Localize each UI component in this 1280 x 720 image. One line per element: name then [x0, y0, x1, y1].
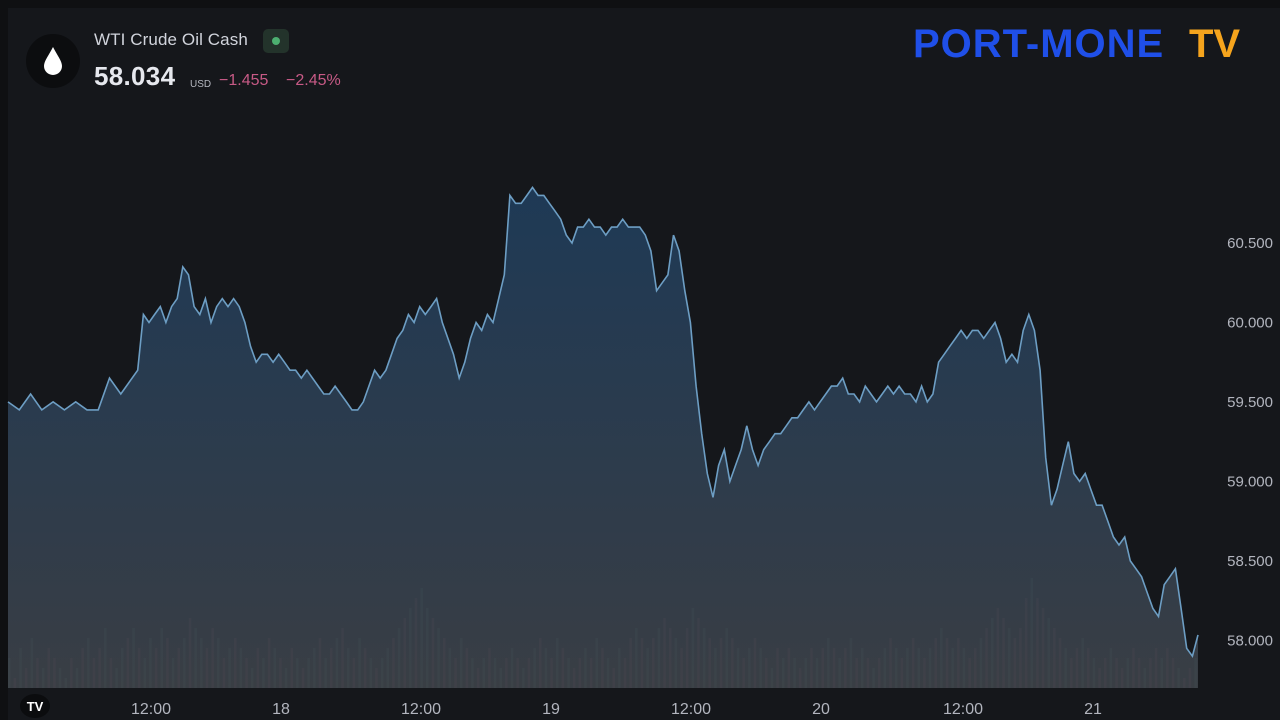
- price-line: [7, 186, 1199, 659]
- price-area: [7, 186, 1199, 688]
- x-tick-label: 20: [812, 701, 830, 718]
- left-border: [0, 8, 8, 720]
- y-tick-label: 60.000: [1227, 315, 1273, 332]
- last-price: 58.034: [94, 61, 176, 91]
- y-tick-label: 60.500: [1227, 235, 1273, 252]
- price-area-fill: [8, 187, 1198, 688]
- y-tick-label: 59.500: [1227, 394, 1273, 411]
- x-tick-label: 21: [1084, 701, 1102, 718]
- y-tick-label: 59.000: [1227, 473, 1273, 490]
- tradingview-logo-icon[interactable]: TV: [20, 694, 50, 718]
- market-open-dot-icon[interactable]: [263, 29, 289, 53]
- x-tick-label: 12:00: [943, 701, 983, 718]
- brand-logo: PORT-MONE TV: [913, 22, 1243, 70]
- x-tick-label: 12:00: [671, 701, 711, 718]
- top-border: [0, 0, 1280, 8]
- symbol-name[interactable]: WTI Crude Oil Cash: [94, 30, 248, 49]
- market-status-dot: [272, 37, 280, 45]
- y-axis: 60.500 60.000 59.500 59.000 58.500 58.000: [1227, 235, 1273, 649]
- x-axis: 12:00 18 12:00 19 12:00 20 12:00 21: [131, 701, 1102, 718]
- currency-label: USD: [190, 79, 212, 90]
- x-tick-label: 12:00: [131, 701, 171, 718]
- x-tick-label: 18: [272, 701, 290, 718]
- y-tick-label: 58.500: [1227, 553, 1273, 570]
- price-change: −1.455: [219, 72, 269, 89]
- x-tick-label: 19: [542, 701, 560, 718]
- x-tick-label: 12:00: [401, 701, 441, 718]
- oil-drop-icon: [26, 34, 80, 88]
- price-change-percent: −2.45%: [286, 72, 341, 89]
- brand-tv: TV: [1189, 22, 1241, 66]
- y-tick-label: 58.000: [1227, 632, 1273, 649]
- brand-name: PORT-MONE: [913, 22, 1165, 66]
